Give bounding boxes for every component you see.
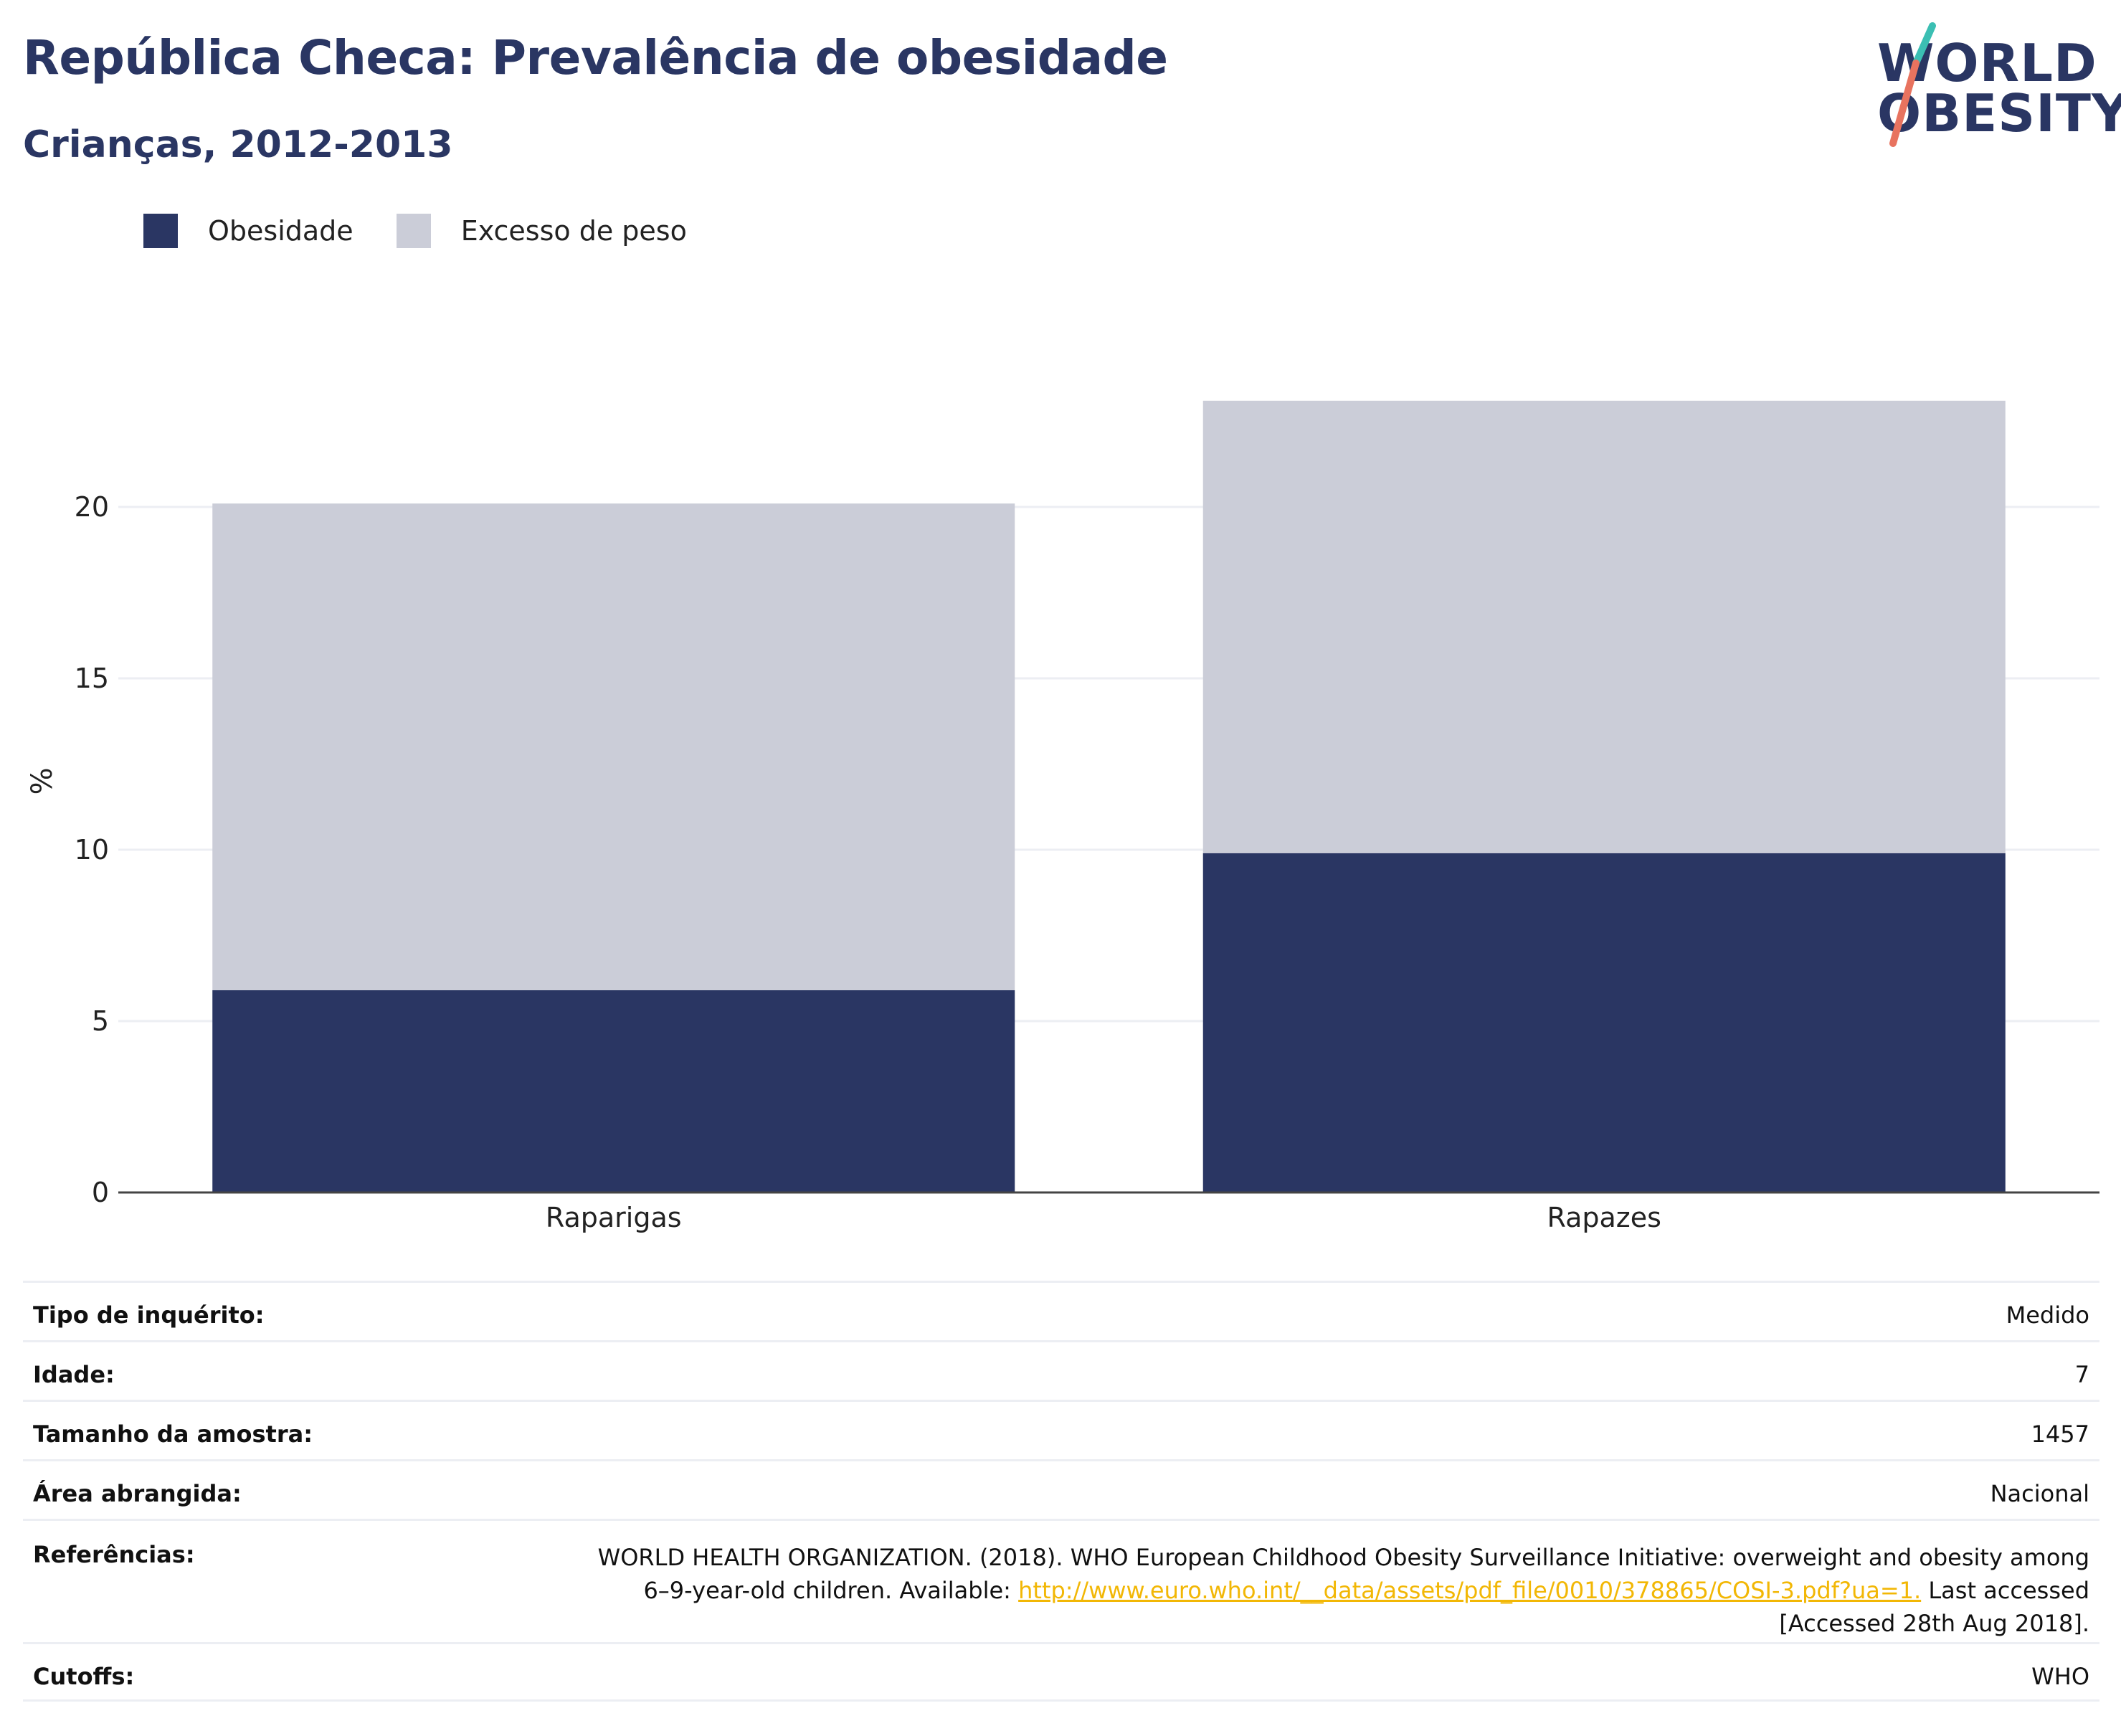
reference-line-3: [Accessed 28th Aug 2018]. bbox=[1779, 1610, 2089, 1637]
info-label: Idade: bbox=[33, 1361, 115, 1388]
page-title: República Checa: Prevalência de obesidad… bbox=[23, 30, 1168, 85]
y-tick-label: 15 bbox=[75, 663, 109, 694]
info-label: Tipo de inquérito: bbox=[33, 1301, 265, 1329]
info-label: Tamanho da amostra: bbox=[33, 1420, 313, 1448]
reference-prefix: 6–9-year-old children. Available: bbox=[643, 1577, 1019, 1604]
y-tick-label: 0 bbox=[92, 1177, 109, 1208]
survey-info-table: Tipo de inquérito: Medido Idade: 7 Taman… bbox=[23, 1281, 2099, 1702]
reference-line-2: 6–9-year-old children. Available: http:/… bbox=[598, 1574, 2089, 1607]
y-tick-label: 5 bbox=[92, 1005, 109, 1037]
y-tick-label: 10 bbox=[75, 834, 109, 865]
stacked-bar-chart: 0 5 10 15 20% Raparigas Rapazes bbox=[26, 400, 2099, 1233]
legend-swatch-obesity bbox=[143, 214, 178, 248]
x-tick-label: Rapazes bbox=[1547, 1202, 1661, 1233]
info-label: Cutoffs: bbox=[33, 1663, 135, 1690]
reference-line-1: WORLD HEALTH ORGANIZATION. (2018). WHO E… bbox=[597, 1544, 2089, 1571]
reference-link[interactable]: http://www.euro.who.int/__data/assets/pd… bbox=[1018, 1577, 1922, 1604]
info-row-cutoffs: Cutoffs: WHO bbox=[23, 1642, 2099, 1702]
legend-swatch-overweight bbox=[396, 214, 431, 248]
reference-suffix: Last accessed bbox=[1921, 1577, 2089, 1604]
info-row-survey-type: Tipo de inquérito: Medido bbox=[23, 1281, 2099, 1340]
y-axis-label: % bbox=[26, 767, 59, 795]
legend-label-overweight: Excesso de peso bbox=[460, 215, 687, 247]
x-tick-label: Raparigas bbox=[546, 1202, 682, 1233]
world-obesity-logo: WORLD OBESITY bbox=[1864, 22, 2121, 158]
bar-overweight-1 bbox=[1202, 400, 2006, 853]
legend-item-overweight[interactable]: Excesso de peso bbox=[396, 214, 687, 248]
y-tick-label: 20 bbox=[75, 491, 109, 523]
info-row-area: Área abrangida: Nacional bbox=[23, 1459, 2099, 1519]
logo-line-2: OBESITY bbox=[1877, 83, 2121, 143]
references-text: WORLD HEALTH ORGANIZATION. (2018). WHO E… bbox=[598, 1541, 2089, 1640]
legend-item-obesity[interactable]: Obesidade bbox=[143, 214, 354, 248]
info-row-references: Referências: WORLD HEALTH ORGANIZATION. … bbox=[23, 1519, 2099, 1642]
legend-label-obesity: Obesidade bbox=[208, 215, 354, 247]
info-row-sample-size: Tamanho da amostra: 1457 bbox=[23, 1400, 2099, 1459]
bar-obesity-0 bbox=[212, 990, 1015, 1192]
logo-slash-icon bbox=[1889, 22, 1936, 147]
bar-overweight-0 bbox=[212, 503, 1015, 990]
info-label: Referências: bbox=[33, 1541, 195, 1568]
page-subtitle: Crianças, 2012-2013 bbox=[23, 123, 453, 166]
info-value: 7 bbox=[2074, 1361, 2089, 1388]
info-value: WHO bbox=[2031, 1663, 2089, 1690]
info-value: Nacional bbox=[1990, 1480, 2089, 1507]
info-value: 1457 bbox=[2031, 1420, 2089, 1448]
info-row-age: Idade: 7 bbox=[23, 1340, 2099, 1400]
chart-legend: Obesidade Excesso de peso bbox=[143, 214, 730, 248]
info-label: Área abrangida: bbox=[33, 1480, 242, 1507]
info-value: Medido bbox=[2006, 1301, 2089, 1329]
bar-obesity-1 bbox=[1202, 853, 2006, 1192]
